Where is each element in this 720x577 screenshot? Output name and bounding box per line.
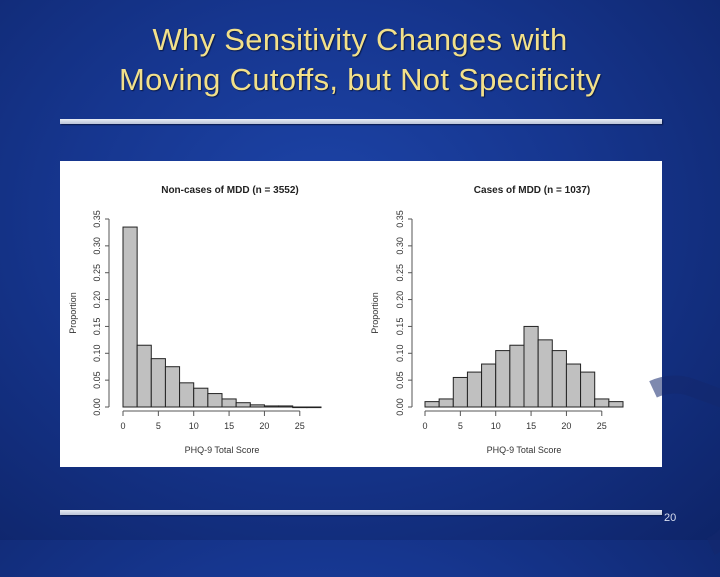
y-tick-label: 0.05 — [395, 371, 405, 389]
histogram-bar — [481, 363, 497, 408]
y-tick-label: 0.15 — [395, 318, 405, 336]
x-axis-label: PHQ-9 Total Score — [487, 445, 562, 455]
histogram-bar — [608, 401, 624, 408]
slide-title-line-1: Why Sensitivity Changes with — [152, 22, 568, 57]
x-tick-label: 15 — [526, 421, 536, 431]
x-tick-label: 20 — [561, 421, 571, 431]
y-axis-label: Proportion — [370, 292, 380, 334]
x-tick-label: 10 — [189, 421, 199, 431]
y-tick-label: 0.10 — [92, 345, 102, 363]
y-tick-label: 0.35 — [395, 210, 405, 228]
histogram-bar — [235, 402, 251, 408]
x-tick-label: 0 — [422, 421, 427, 431]
y-tick-label: 0.25 — [92, 264, 102, 282]
y-tick-label: 0.20 — [395, 291, 405, 309]
histogram-bar — [263, 405, 280, 408]
histogram-bar — [438, 398, 454, 408]
histogram-bar — [594, 398, 610, 408]
x-tick-label: 5 — [458, 421, 463, 431]
x-tick-label: 0 — [120, 421, 125, 431]
histogram-bar — [193, 387, 209, 408]
y-tick-label: 0.00 — [395, 398, 405, 416]
chart-panel: Non-cases of MDD (n = 3552) 0 5 10 15 20 25 PHQ… — [60, 161, 662, 467]
x-tick-label: 10 — [491, 421, 501, 431]
histogram-2: Cases of MDD (n = 1037) 0 5 10 15 20 25 PHQ-9 T… — [370, 185, 624, 455]
histogram-bar — [249, 404, 265, 408]
footer-divider — [60, 510, 662, 515]
title-divider — [60, 119, 662, 124]
histogram-1: Non-cases of MDD (n = 3552) 0 5 10 15 20 25 PHQ… — [68, 185, 322, 455]
slide-title-line-2: Moving Cutoffs, but Not Specificity — [118, 62, 602, 97]
y-axis-label: Proportion — [68, 292, 78, 334]
histogram-charts: Non-cases of MDD (n = 3552) 0 5 10 15 20 25 PHQ… — [68, 185, 624, 455]
histogram-bar — [523, 325, 539, 408]
y-tick-label: 0.00 — [92, 398, 102, 416]
y-tick-label: 0.20 — [92, 291, 102, 309]
histogram-bar — [580, 371, 596, 408]
x-tick-label: 15 — [224, 421, 234, 431]
histogram-bar — [278, 405, 294, 408]
y-tick-label: 0.25 — [395, 264, 405, 282]
y-tick-label: 0.05 — [92, 371, 102, 389]
histogram-bar — [136, 344, 152, 408]
slide-number: 20 — [664, 512, 677, 524]
histogram-bar — [466, 371, 483, 408]
y-tick-label: 0.15 — [92, 318, 102, 336]
x-tick-label: 25 — [597, 421, 607, 431]
histogram-bar — [424, 401, 440, 408]
y-tick-label: 0.35 — [92, 210, 102, 228]
histogram-bar — [150, 358, 166, 408]
histogram-bar — [306, 406, 322, 409]
x-axis-label: PHQ-9 Total Score — [185, 445, 260, 455]
histogram-bar — [207, 393, 223, 408]
histogram-bar — [179, 382, 195, 408]
slide-title: Why Sensitivity Changes with Moving Cuto… — [0, 20, 720, 100]
y-tick-label: 0.30 — [395, 237, 405, 255]
histogram-bar — [537, 339, 553, 408]
histogram-bar — [565, 363, 582, 408]
chart-title: Cases of MDD (n = 1037) — [474, 185, 590, 196]
x-tick-label: 25 — [295, 421, 305, 431]
chart-title: Non-cases of MDD (n = 3552) — [161, 185, 299, 196]
histogram-bar — [509, 344, 525, 408]
histogram-bar — [495, 350, 511, 408]
y-tick-label: 0.10 — [395, 345, 405, 363]
histogram-bar — [221, 398, 237, 408]
histogram-bar — [122, 226, 138, 408]
histogram-bar — [292, 406, 308, 409]
histogram-bar — [452, 376, 468, 408]
histogram-bar — [551, 350, 567, 408]
y-tick-label: 0.30 — [92, 237, 102, 255]
histogram-bar — [164, 366, 181, 408]
x-tick-label: 5 — [156, 421, 161, 431]
x-tick-label: 20 — [259, 421, 269, 431]
